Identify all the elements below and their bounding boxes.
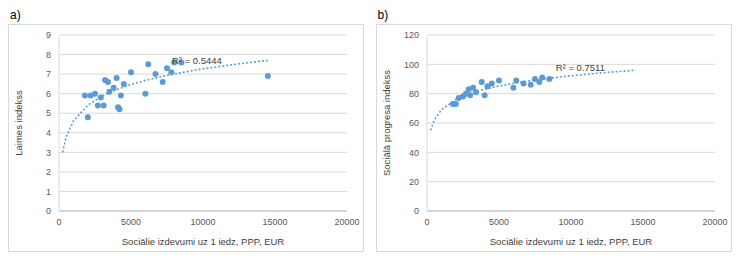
svg-text:Sociālie izdevumi uz 1 iedz, P: Sociālie izdevumi uz 1 iedz, PPP, EUR (489, 236, 652, 247)
svg-text:100: 100 (403, 60, 418, 70)
svg-text:5000: 5000 (488, 217, 508, 227)
svg-text:0: 0 (46, 206, 51, 216)
svg-text:9: 9 (46, 30, 51, 40)
svg-text:1: 1 (46, 187, 51, 197)
svg-text:Sociālie izdevumi uz 1 iedz, P: Sociālie izdevumi uz 1 iedz, PPP, EUR (122, 236, 285, 247)
svg-text:10000: 10000 (190, 217, 215, 227)
svg-text:7: 7 (46, 69, 51, 79)
svg-text:8: 8 (46, 50, 51, 60)
svg-text:Sociālā progresa indekss: Sociālā progresa indekss (381, 70, 392, 176)
svg-text:20000: 20000 (702, 217, 727, 227)
svg-text:4: 4 (46, 128, 51, 138)
svg-text:6: 6 (46, 89, 51, 99)
svg-text:R² = 0.7511: R² = 0.7511 (555, 62, 604, 73)
svg-text:20000: 20000 (334, 217, 359, 227)
svg-text:120: 120 (403, 30, 418, 40)
svg-text:80: 80 (408, 89, 418, 99)
svg-text:5: 5 (46, 108, 51, 118)
svg-text:5000: 5000 (121, 217, 141, 227)
svg-text:40: 40 (408, 148, 418, 158)
svg-text:15000: 15000 (630, 217, 655, 227)
svg-text:0: 0 (413, 206, 418, 216)
svg-text:0: 0 (424, 217, 429, 227)
svg-text:Laimes indekss: Laimes indekss (13, 90, 24, 156)
html-text:a): a) (10, 8, 21, 22)
svg-text:2: 2 (46, 167, 51, 177)
svg-text:10000: 10000 (558, 217, 583, 227)
svg-text:15000: 15000 (262, 217, 287, 227)
svg-text:3: 3 (46, 148, 51, 158)
svg-text:60: 60 (408, 118, 418, 128)
svg-text:20: 20 (408, 177, 418, 187)
html-text:b): b) (377, 8, 389, 22)
svg-text:0: 0 (56, 217, 61, 227)
svg-text:R² = 0.5444: R² = 0.5444 (172, 55, 222, 66)
